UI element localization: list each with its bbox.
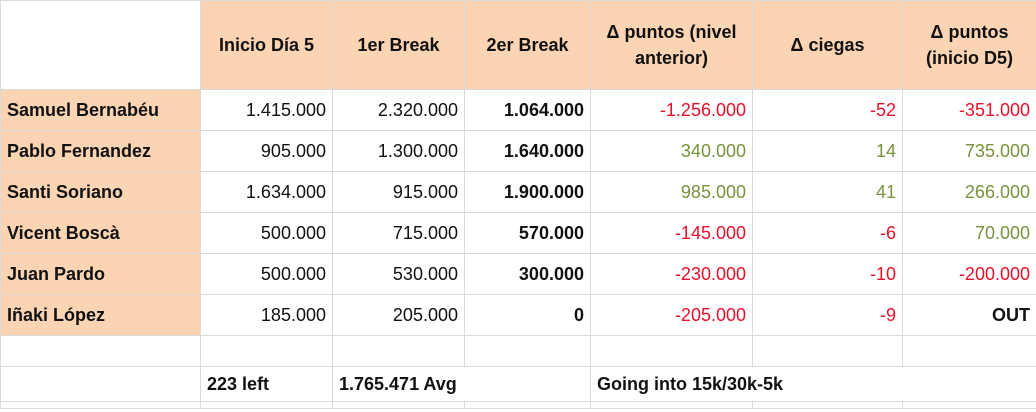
table-row: Pablo Fernandez 905.000 1.300.000 1.640.000… — [0, 130, 1036, 172]
break2-stack-cell[interactable]: 570.000 — [464, 212, 591, 254]
player-name-cell[interactable]: Samuel Bernabéu — [0, 89, 201, 131]
start-stack-cell[interactable]: 500.000 — [200, 253, 333, 295]
break2-stack-cell[interactable]: 0 — [464, 294, 591, 336]
player-name-cell[interactable]: Iñaki López — [0, 294, 201, 336]
start-stack-cell[interactable]: 185.000 — [200, 294, 333, 336]
start-stack-cell[interactable]: 1.415.000 — [200, 89, 333, 131]
delta-points-prev-cell[interactable]: -145.000 — [590, 212, 753, 254]
header-start[interactable]: Inicio Día 5 — [200, 0, 333, 90]
break2-stack-cell[interactable]: 1.064.000 — [464, 89, 591, 131]
empty-cell[interactable] — [200, 401, 333, 409]
blank-row — [0, 335, 1036, 367]
player-name-cell[interactable]: Santi Soriano — [0, 171, 201, 213]
delta-points-start-cell[interactable]: OUT — [902, 294, 1036, 336]
delta-blinds-cell[interactable]: -9 — [752, 294, 903, 336]
break1-stack-cell[interactable]: 530.000 — [332, 253, 465, 295]
start-stack-cell[interactable]: 1.634.000 — [200, 171, 333, 213]
empty-cell[interactable] — [752, 335, 903, 367]
delta-points-start-cell[interactable]: -351.000 — [902, 89, 1036, 131]
empty-cell[interactable] — [200, 335, 333, 367]
table-row: Samuel Bernabéu 1.415.000 2.320.000 1.064.0… — [0, 89, 1036, 131]
delta-blinds-cell[interactable]: -10 — [752, 253, 903, 295]
delta-points-prev-cell[interactable]: 985.000 — [590, 171, 753, 213]
empty-cell[interactable] — [332, 401, 465, 409]
start-stack-cell[interactable]: 905.000 — [200, 130, 333, 172]
header-corner-cell[interactable] — [0, 0, 201, 90]
empty-cell[interactable] — [0, 401, 201, 409]
header-delta-blinds[interactable]: Δ ciegas — [752, 0, 903, 90]
header-delta-points-prev[interactable]: Δ puntos (nivel anterior) — [590, 0, 753, 90]
player-name-cell[interactable]: Juan Pardo — [0, 253, 201, 295]
empty-cell[interactable] — [464, 335, 591, 367]
average-stack-cell[interactable]: 1.765.471 Avg — [332, 366, 591, 402]
break2-stack-cell[interactable]: 300.000 — [464, 253, 591, 295]
player-name-cell[interactable]: Vicent Boscà — [0, 212, 201, 254]
delta-blinds-cell[interactable]: 41 — [752, 171, 903, 213]
header-delta-points-start[interactable]: Δ puntos (inicio D5) — [902, 0, 1036, 90]
next-row-partial — [0, 401, 1036, 409]
header-break2[interactable]: 2er Break — [464, 0, 591, 90]
empty-cell[interactable] — [0, 335, 201, 367]
empty-cell[interactable] — [902, 335, 1036, 367]
header-row: Inicio Día 5 1er Break 2er Break Δ punto… — [0, 0, 1036, 90]
header-break1[interactable]: 1er Break — [332, 0, 465, 90]
delta-blinds-cell[interactable]: -52 — [752, 89, 903, 131]
player-name-cell[interactable]: Pablo Fernandez — [0, 130, 201, 172]
players-left-cell[interactable]: 223 left — [200, 366, 333, 402]
table-row: Santi Soriano 1.634.000 915.000 1.900.000 98… — [0, 171, 1036, 213]
break1-stack-cell[interactable]: 715.000 — [332, 212, 465, 254]
empty-cell[interactable] — [590, 401, 753, 409]
footer-row: 223 left 1.765.471 Avg Going into 15k/30… — [0, 366, 1036, 402]
break2-stack-cell[interactable]: 1.900.000 — [464, 171, 591, 213]
delta-blinds-cell[interactable]: -6 — [752, 212, 903, 254]
break1-stack-cell[interactable]: 915.000 — [332, 171, 465, 213]
table-row: Juan Pardo 500.000 530.000 300.000 -230.000-… — [0, 253, 1036, 295]
delta-points-prev-cell[interactable]: -205.000 — [590, 294, 753, 336]
break1-stack-cell[interactable]: 1.300.000 — [332, 130, 465, 172]
delta-points-start-cell[interactable]: -200.000 — [902, 253, 1036, 295]
break1-stack-cell[interactable]: 205.000 — [332, 294, 465, 336]
empty-cell[interactable] — [332, 335, 465, 367]
table-row: Vicent Boscà 500.000 715.000 570.000 -145.00… — [0, 212, 1036, 254]
empty-cell[interactable] — [902, 401, 1036, 409]
next-level-cell[interactable]: Going into 15k/30k-5k — [590, 366, 1036, 402]
delta-points-start-cell[interactable]: 70.000 — [902, 212, 1036, 254]
empty-cell[interactable] — [752, 401, 903, 409]
delta-points-prev-cell[interactable]: -230.000 — [590, 253, 753, 295]
empty-cell[interactable] — [464, 401, 591, 409]
empty-cell[interactable] — [590, 335, 753, 367]
empty-cell[interactable] — [0, 366, 201, 402]
break2-stack-cell[interactable]: 1.640.000 — [464, 130, 591, 172]
delta-points-start-cell[interactable]: 735.000 — [902, 130, 1036, 172]
break1-stack-cell[interactable]: 2.320.000 — [332, 89, 465, 131]
start-stack-cell[interactable]: 500.000 — [200, 212, 333, 254]
delta-points-prev-cell[interactable]: 340.000 — [590, 130, 753, 172]
table-row: Iñaki López 185.000 205.000 0 -205.000 -9 OUT — [0, 294, 1036, 336]
delta-blinds-cell[interactable]: 14 — [752, 130, 903, 172]
delta-points-prev-cell[interactable]: -1.256.000 — [590, 89, 753, 131]
delta-points-start-cell[interactable]: 266.000 — [902, 171, 1036, 213]
